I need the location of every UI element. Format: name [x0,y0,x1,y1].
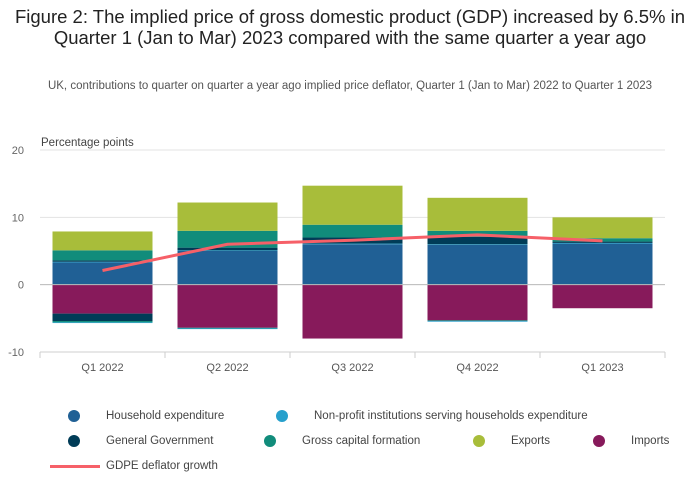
bar-segment-gross-capital-formation [52,250,153,261]
bar-segment-general-government [52,313,153,322]
bar-segment-gross-capital-formation [177,327,278,329]
legend-item: GDPE deflator growth [50,460,218,472]
bar-segment-non-profit-institutions-serving-households-expenditure [427,321,528,322]
bar-segment-imports [177,284,278,328]
bar-segment-non-profit-institutions-serving-households-expenditure [52,322,153,324]
bar-segment-non-profit-institutions-serving-households-expenditure [427,244,528,245]
y-tick-label: 10 [12,212,24,224]
bar-segment-general-government [52,260,153,262]
y-tick-label: 20 [12,145,24,157]
bar-segment-general-government [552,241,653,243]
bar-segment-imports [52,284,153,314]
legend-label: Gross capital formation [302,435,421,447]
legend-item: Gross capital formation [264,435,420,447]
bar-segment-general-government [177,247,278,251]
legend-item: Exports [473,435,550,447]
y-tick-label: 0 [18,280,24,292]
bar-segment-imports [552,284,653,309]
bar-segment-household-expenditure [552,243,653,285]
bar-segment-household-expenditure [177,251,278,285]
legend-item: Household expenditure [68,410,224,422]
legend-label: Non-profit institutions serving househol… [314,410,588,422]
bar-segment-general-government [427,236,528,245]
legend-item: General Government [68,435,213,447]
x-tick-label: Q3 2022 [331,362,373,374]
legend-dot-swatch [68,435,80,447]
x-tick-label: Q4 2022 [456,362,498,374]
chart-subtitle: UK, contributions to quarter on quarter … [47,80,653,92]
bar-segment-exports [427,197,528,231]
bar-segment-imports [302,284,403,339]
bar-segment-exports [177,202,278,231]
bar-segment-non-profit-institutions-serving-households-expenditure [302,243,403,245]
legend-label: GDPE deflator growth [106,460,218,472]
legend-dot-swatch [593,435,605,447]
legend-label: Household expenditure [106,410,225,422]
bar-segment-household-expenditure [52,262,153,285]
x-tick-label: Q1 2022 [81,362,123,374]
legend-label: General Government [106,435,214,447]
legend-item: Non-profit institutions serving househol… [276,410,588,422]
bar-segment-gross-capital-formation [52,321,153,323]
legend-dot-swatch [264,435,276,447]
x-tick-label: Q1 2023 [581,362,623,374]
bar-segment-non-profit-institutions-serving-households-expenditure [177,328,278,330]
bar-segment-exports [52,231,153,251]
bar-segment-exports [302,185,403,225]
legend-dot-swatch [276,410,288,422]
bar-segment-household-expenditure [427,244,528,285]
bar-segment-imports [427,284,528,321]
legend-line-swatch [50,464,100,468]
y-axis-label: Percentage points [41,137,134,149]
legend-item: Imports [593,435,669,447]
legend-label: Exports [511,435,550,447]
bar-segment-exports [552,217,653,239]
bar-segment-non-profit-institutions-serving-households-expenditure [52,261,153,263]
bar-segment-gross-capital-formation [427,320,528,322]
bar-segment-non-profit-institutions-serving-households-expenditure [552,242,653,244]
x-tick-label: Q2 2022 [206,362,248,374]
legend-dot-swatch [473,435,485,447]
chart-title: Figure 2: The implied price of gross dom… [14,6,686,48]
bar-segment-gross-capital-formation [302,224,403,238]
bar-segment-household-expenditure [302,244,403,285]
bar-segment-non-profit-institutions-serving-households-expenditure [177,250,278,251]
legend-label: Imports [631,435,670,447]
legend-dot-swatch [68,410,80,422]
y-tick-label: -10 [8,347,24,359]
